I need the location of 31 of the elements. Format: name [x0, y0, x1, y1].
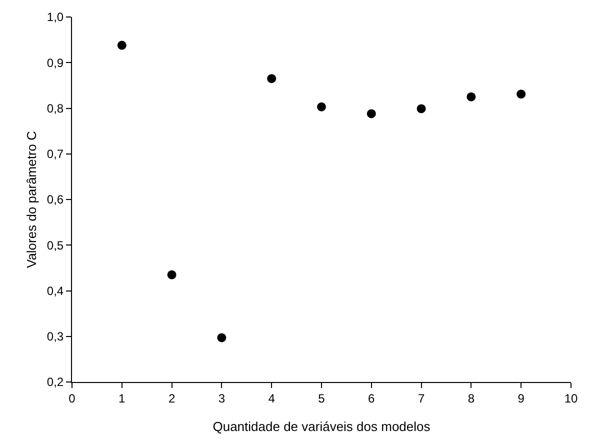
y-tick-label: 0,3 [46, 330, 64, 344]
point [217, 333, 226, 342]
x-tick-label: 7 [418, 391, 425, 406]
y-tick-label: 0,8 [46, 101, 64, 116]
x-tick-label: 3 [218, 391, 226, 406]
y-tick-label: 0,4 [46, 284, 64, 298]
x-tick-label: 0 [68, 391, 76, 406]
x-tick-label: 10 [564, 391, 578, 406]
point [317, 102, 326, 112]
y-tick-label: 0,5 [46, 238, 64, 252]
x-tick-label: 4 [268, 391, 276, 406]
point [167, 270, 176, 280]
point [267, 74, 276, 84]
y-tick-label: 0,7 [46, 147, 64, 162]
x-axis-title: Quantidade de variáveis dos modelos [212, 419, 431, 434]
x-tick-label: 1 [118, 391, 126, 406]
x-tick-label: 6 [368, 391, 376, 406]
x-tick-label: 9 [518, 391, 525, 406]
y-tick-label: 1,0 [46, 10, 64, 24]
x-tick-label: 5 [318, 391, 326, 406]
point [466, 92, 476, 102]
point [416, 104, 426, 114]
y-tick-label: 0,6 [46, 192, 64, 207]
y-tick-label: 0,9 [46, 56, 64, 70]
point [117, 40, 126, 50]
y-tick-label: 0,2 [46, 375, 64, 390]
point [516, 90, 526, 99]
x-tick-label: 2 [168, 391, 176, 406]
y-axis-title: Valores do parâmetro C [24, 130, 39, 268]
point [366, 109, 376, 118]
x-tick-label: 8 [468, 391, 475, 406]
